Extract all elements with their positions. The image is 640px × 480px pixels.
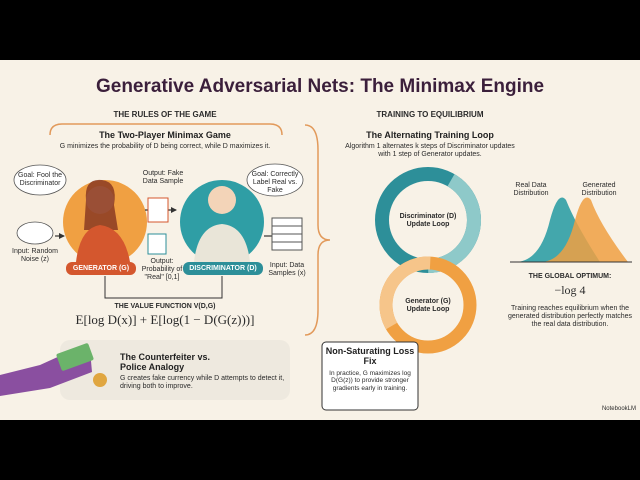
discriminator-loop-highlight bbox=[375, 167, 481, 273]
subheading: The Alternating Training Loop bbox=[366, 130, 494, 140]
distribution-label: Generated Distribution bbox=[581, 182, 617, 198]
output-label: Output: Fake Data Sample bbox=[142, 170, 184, 186]
output-label: Output: Probability of "Real" [0,1] bbox=[141, 258, 183, 282]
description: Algorithm 1 alternates k steps of Discri… bbox=[345, 143, 515, 159]
optimum-value: −log 4 bbox=[554, 283, 586, 297]
section-bracket bbox=[49, 123, 283, 136]
generator-body bbox=[76, 225, 130, 262]
generator-pill bbox=[66, 262, 136, 275]
input-label: Input: Random Noise (z) bbox=[12, 248, 58, 264]
note-text: In practice, G maximizes log D(G(z)) to … bbox=[329, 370, 411, 392]
generated-distribution bbox=[540, 197, 628, 262]
value-function: E[log D(x)] + E[log(1 − D(G(z)))] bbox=[75, 312, 255, 327]
analogy-text: G creates fake currency while D attempts… bbox=[120, 375, 285, 391]
optimum-text: Training reaches equilibrium when the ge… bbox=[507, 305, 633, 329]
title: Generative Adversarial Nets: The Minimax… bbox=[95, 76, 545, 97]
note-box bbox=[321, 341, 419, 411]
discriminator-label: DISCRIMINATOR (D) bbox=[189, 265, 257, 272]
value-bracket bbox=[104, 276, 223, 299]
probability-icon bbox=[147, 233, 167, 255]
discriminator-body bbox=[194, 224, 250, 262]
analogy-title: The Counterfeiter vs. Police Analogy bbox=[120, 352, 211, 373]
goal-bubble bbox=[13, 164, 67, 196]
description: G minimizes the probability of D being c… bbox=[59, 143, 271, 150]
goal-bubble bbox=[246, 163, 304, 197]
value-function-heading: THE VALUE FUNCTION V(D,G) bbox=[114, 303, 216, 310]
brand: NotebookLM bbox=[601, 406, 636, 412]
goal-label: Goal: Fool the Discriminator bbox=[18, 172, 62, 188]
distribution-label: Real Data Distribution bbox=[513, 182, 549, 198]
brace bbox=[304, 124, 331, 336]
note-title: Non-Saturating Loss Fix bbox=[325, 346, 415, 367]
data-stack bbox=[271, 217, 303, 251]
badge bbox=[93, 373, 107, 387]
discriminator-head bbox=[208, 186, 236, 214]
section-heading: TRAINING TO EQUILIBRIUM bbox=[376, 110, 484, 119]
analogy-panel bbox=[60, 340, 290, 400]
input-label: Input: Data Samples (x) bbox=[268, 262, 306, 278]
loop-label: Discriminator (D) Update Loop bbox=[399, 213, 457, 229]
section-heading: THE RULES OF THE GAME bbox=[113, 110, 217, 119]
generator-hair bbox=[84, 179, 118, 230]
fake-sample-icon bbox=[147, 197, 169, 223]
generator-label: GENERATOR (G) bbox=[72, 265, 130, 272]
discriminator-pill bbox=[183, 262, 263, 275]
banknote bbox=[56, 343, 94, 371]
goal-label: Goal: Correctly Label Real vs. Fake bbox=[251, 171, 299, 195]
loop-label: Generator (G) Update Loop bbox=[405, 298, 451, 314]
generator-loop-highlight bbox=[379, 256, 477, 354]
noise-cloud bbox=[16, 221, 54, 245]
subheading: The Two-Player Minimax Game bbox=[99, 130, 231, 140]
optimum-heading: THE GLOBAL OPTIMUM: bbox=[528, 273, 612, 280]
